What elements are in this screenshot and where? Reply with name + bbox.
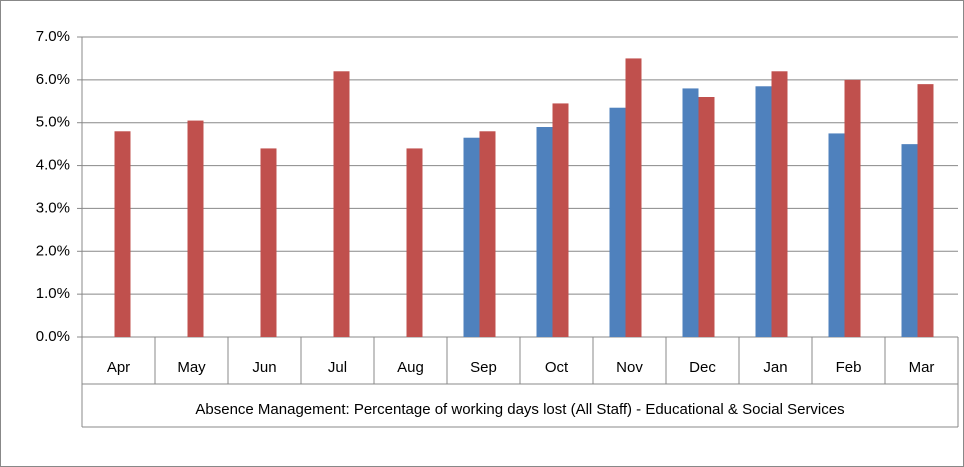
bar <box>333 71 350 338</box>
bar <box>552 103 569 337</box>
x-tick-label: Mar <box>909 359 935 376</box>
bar <box>844 79 861 337</box>
x-tick-label: Aug <box>397 359 424 376</box>
bar <box>536 127 553 337</box>
bar <box>260 148 277 337</box>
y-tick-label: 7.0% <box>36 28 70 45</box>
bar <box>828 133 845 337</box>
bar <box>755 86 772 338</box>
y-tick-label: 6.0% <box>36 71 70 88</box>
y-tick-label: 3.0% <box>36 199 70 216</box>
bar <box>625 58 642 338</box>
x-tick-label: Dec <box>689 359 716 376</box>
x-tick-label: May <box>177 359 206 376</box>
x-tick-label: Oct <box>545 359 569 376</box>
y-tick-label: 2.0% <box>36 242 70 259</box>
bar <box>187 120 204 337</box>
bar <box>114 131 131 337</box>
bar <box>609 107 626 337</box>
x-tick-label: Feb <box>836 359 862 376</box>
x-tick-label: Jul <box>328 359 347 376</box>
y-tick-label: 5.0% <box>36 114 70 131</box>
y-tick-label: 4.0% <box>36 157 70 174</box>
x-tick-label: Jun <box>252 359 276 376</box>
x-axis-title: Absence Management: Percentage of workin… <box>195 401 844 418</box>
bar <box>682 88 699 337</box>
bar <box>463 137 480 337</box>
x-tick-label: Jan <box>763 359 787 376</box>
x-tick-label: Sep <box>470 359 497 376</box>
bar <box>406 148 423 337</box>
bar <box>479 131 496 337</box>
bar <box>771 71 788 338</box>
bar <box>917 84 934 338</box>
y-tick-label: 1.0% <box>36 285 70 302</box>
bar <box>698 97 715 337</box>
x-tick-label: Nov <box>616 359 643 376</box>
bar <box>901 144 918 337</box>
x-tick-label: Apr <box>107 359 130 376</box>
y-tick-label: 0.0% <box>36 328 70 345</box>
